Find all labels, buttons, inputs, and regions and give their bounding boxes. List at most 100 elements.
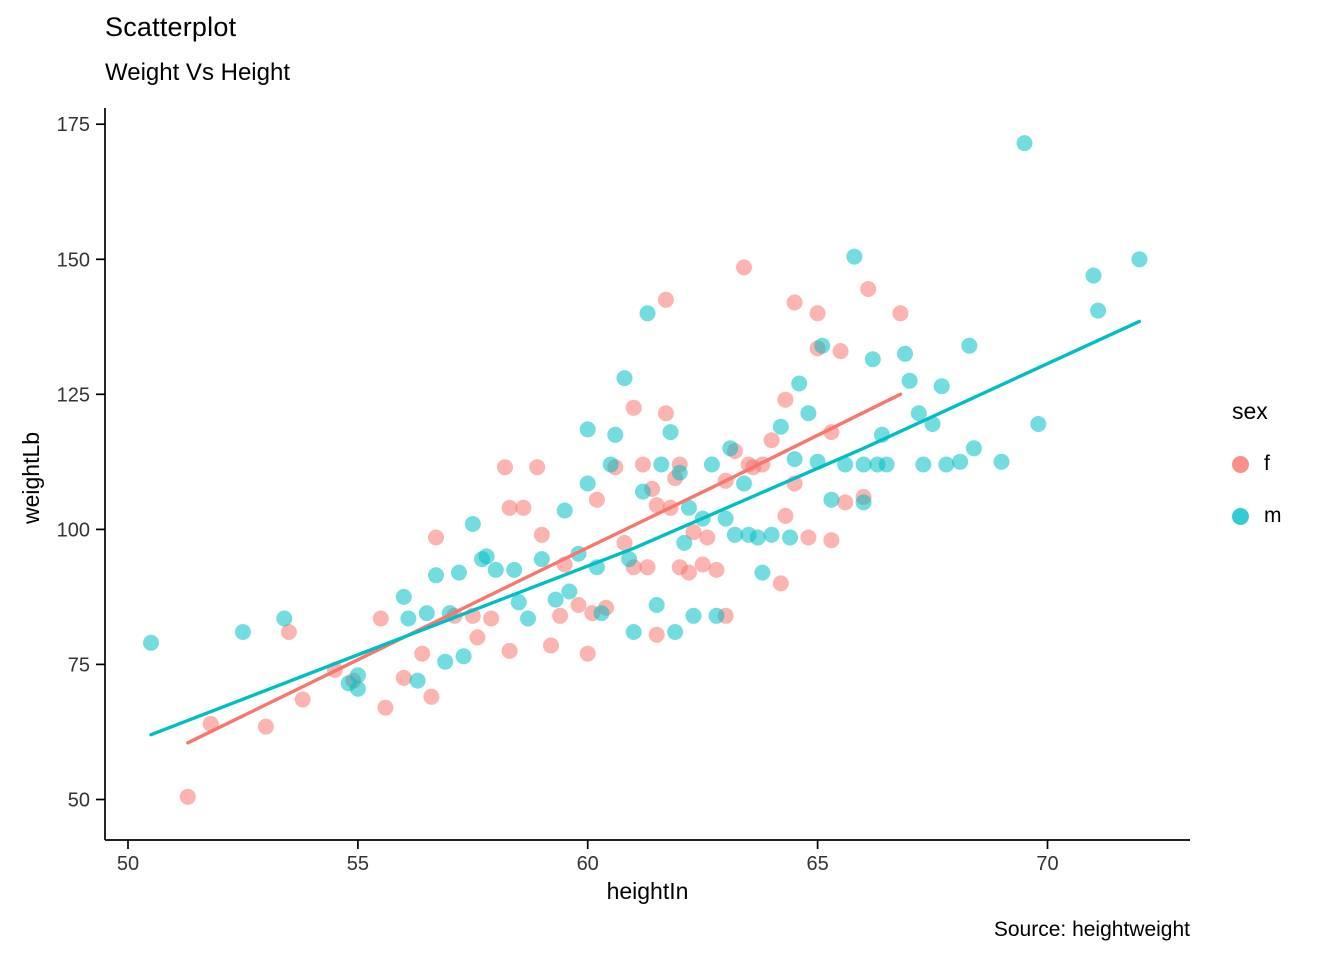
data-point (625, 624, 642, 640)
data-point (708, 607, 725, 624)
data-point (515, 499, 532, 516)
data-point (915, 456, 932, 473)
data-point (855, 456, 872, 473)
data-point (662, 424, 679, 441)
data-point (772, 418, 789, 435)
data-point (478, 548, 495, 565)
data-point (782, 529, 798, 546)
data-point (276, 610, 293, 627)
data-point (570, 597, 587, 613)
data-point (372, 610, 389, 627)
x-axis: 50 55 60 65 70 (105, 839, 1190, 875)
data-point (749, 529, 766, 546)
data-point (897, 345, 913, 362)
data-point (294, 691, 311, 708)
data-point (657, 291, 674, 308)
data-point (648, 626, 665, 643)
data-point (395, 588, 412, 605)
data-point (349, 680, 366, 697)
y-tick-label: 150 (57, 249, 90, 271)
data-point (860, 281, 877, 297)
data-point (680, 499, 697, 516)
data-point (648, 497, 665, 514)
data-point (837, 494, 854, 511)
data-point (1131, 251, 1148, 268)
data-point (763, 432, 780, 449)
data-point (520, 610, 536, 627)
data-point (786, 451, 803, 468)
chart-title: Scatterplot (105, 12, 237, 42)
data-point (464, 516, 481, 532)
data-point (414, 645, 431, 662)
data-point (791, 375, 808, 392)
data-point (657, 405, 674, 422)
data-point (648, 597, 665, 613)
data-point (395, 669, 412, 686)
data-point (506, 561, 523, 578)
data-point (901, 372, 918, 389)
data-point (469, 629, 486, 646)
data-point (579, 421, 596, 438)
legend-swatch-f-icon (1232, 455, 1249, 473)
data-point (428, 567, 444, 584)
points-m (143, 135, 1148, 697)
data-point (634, 483, 651, 500)
data-point (823, 532, 840, 549)
data-point (634, 456, 651, 473)
y-tick-label: 100 (57, 519, 90, 541)
data-point (703, 456, 720, 473)
data-point (501, 499, 518, 516)
data-point (837, 456, 854, 473)
x-tick-label: 70 (1036, 853, 1058, 875)
y-axis-label: weightLb (18, 431, 44, 524)
y-tick-label: 175 (57, 114, 90, 136)
data-point (938, 456, 955, 473)
data-point (777, 391, 794, 408)
data-point (676, 534, 693, 551)
points-f (179, 259, 909, 805)
data-point (680, 564, 697, 581)
x-tick-label: 50 (117, 853, 139, 875)
data-point (621, 551, 638, 568)
y-tick-label: 75 (68, 654, 90, 676)
data-point (671, 464, 688, 481)
data-point (864, 351, 881, 368)
data-point (685, 607, 702, 624)
y-tick-label: 125 (57, 384, 90, 406)
data-point (754, 564, 771, 581)
data-point (547, 591, 564, 608)
x-tick-label: 65 (806, 853, 828, 875)
data-point (529, 459, 546, 476)
data-point (487, 561, 504, 578)
data-point (717, 510, 734, 527)
data-point (952, 453, 969, 470)
data-point (965, 440, 982, 457)
data-point (855, 494, 872, 511)
data-point (483, 610, 500, 627)
chart-subtitle: Weight Vs Height (105, 59, 290, 86)
data-point (423, 688, 440, 705)
data-point (616, 370, 633, 387)
data-point (800, 405, 817, 422)
legend-label-m: m (1264, 504, 1282, 527)
legend-title: sex (1232, 398, 1268, 424)
data-point (694, 556, 711, 573)
data-point (552, 607, 569, 624)
data-point (533, 526, 550, 543)
data-point (736, 475, 752, 492)
data-point (832, 343, 849, 360)
data-point (625, 399, 642, 416)
data-point (699, 529, 716, 546)
data-point (846, 248, 863, 265)
legend-item-f: f (1232, 447, 1342, 481)
data-point (823, 491, 840, 508)
data-point (428, 529, 444, 546)
data-point (910, 405, 927, 422)
data-point (809, 305, 826, 322)
data-point (736, 259, 752, 276)
data-point (349, 667, 366, 684)
data-point (993, 453, 1010, 470)
legend-item-m: m (1232, 499, 1342, 533)
data-point (593, 605, 610, 622)
